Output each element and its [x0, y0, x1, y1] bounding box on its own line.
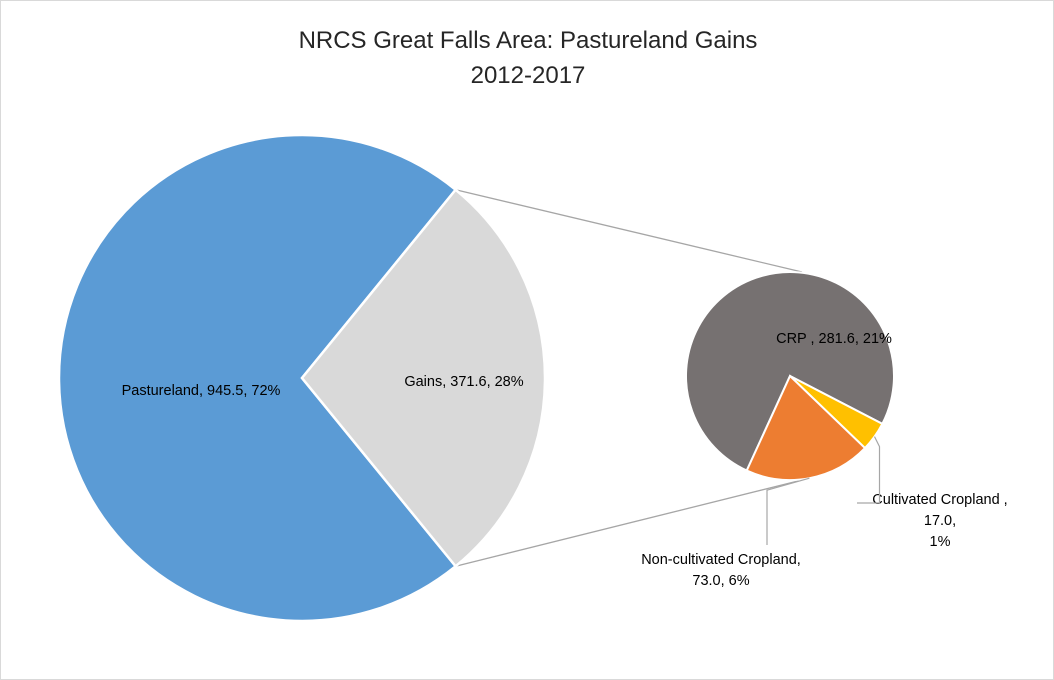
- chart-subtitle: 2012-2017: [471, 62, 586, 89]
- label-pastureland: Pastureland, 945.5, 72%: [122, 383, 281, 399]
- label-non-cultivated-cropland: Non-cultivated Cropland, 73.0, 6%: [641, 552, 801, 589]
- chart-title: NRCS Great Falls Area: Pastureland Gains: [299, 27, 758, 54]
- secondary-pie: [685, 271, 895, 481]
- label-crp: CRP , 281.6, 21%: [776, 331, 892, 347]
- leader-line-non-cultivated-cropland: [766, 477, 810, 545]
- label-gains: Gains, 371.6, 28%: [404, 374, 523, 390]
- slice-gains: [300, 187, 547, 569]
- slice-pastureland: [57, 133, 458, 623]
- data-labels: Pastureland, 945.5, 72% Gains, 371.6, 28%…: [122, 331, 1008, 589]
- leader-line-cultivated-cropland: [857, 436, 881, 504]
- connector-lines: [455, 189, 803, 567]
- slice-non-cultivated-cropland: [745, 374, 867, 481]
- label-cultivated-cropland: Cultivated Cropland , 17.0, 1%: [872, 492, 1007, 550]
- connector-line-bottom: [455, 479, 803, 567]
- slice-crp: [685, 271, 895, 472]
- connector-line-top: [455, 189, 803, 273]
- main-pie: [57, 133, 547, 623]
